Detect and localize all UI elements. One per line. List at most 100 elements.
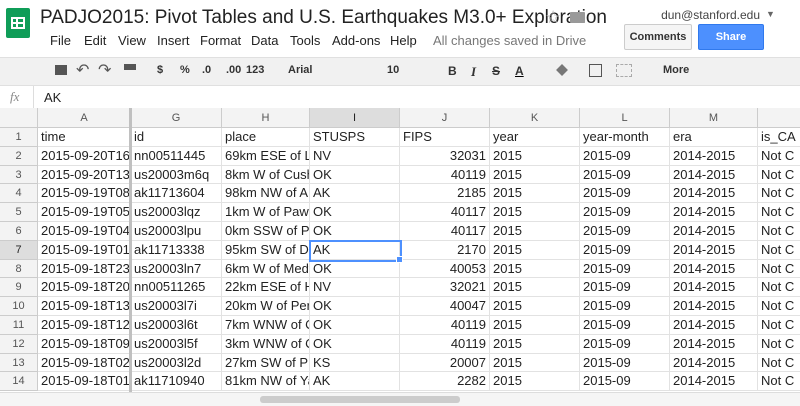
star-icon[interactable]: ☆ — [545, 7, 562, 27]
cell[interactable]: Not C — [758, 354, 800, 373]
selection-handle[interactable] — [396, 255, 403, 263]
cell[interactable]: 6km W of Medfo — [222, 259, 310, 279]
menu-item[interactable]: Help — [390, 33, 417, 48]
cell[interactable]: 2015-09-18T09:1 — [38, 334, 131, 354]
cell[interactable]: 40119 — [400, 334, 490, 354]
row-header[interactable]: 8 — [0, 259, 38, 279]
comments-button[interactable]: Comments — [624, 24, 692, 50]
cell[interactable]: Not C — [758, 260, 800, 279]
cell[interactable]: 2014-2015 — [670, 222, 758, 241]
cell[interactable]: ak11713338 — [131, 240, 222, 260]
cell[interactable]: 2014-2015 — [670, 203, 758, 222]
cell[interactable]: 2014-2015 — [670, 240, 758, 260]
horizontal-scrollbar[interactable] — [0, 392, 800, 406]
cell[interactable]: 2015-09 — [580, 146, 670, 166]
menu-item[interactable]: Edit — [84, 33, 107, 48]
share-button[interactable]: Share — [698, 24, 764, 50]
cell[interactable]: us20003lqz — [131, 203, 222, 222]
cell[interactable]: OK — [310, 316, 400, 335]
cell[interactable]: OK — [310, 203, 400, 222]
cell[interactable]: OK — [310, 222, 400, 241]
cell[interactable]: era — [670, 128, 758, 147]
cell[interactable]: 8km W of Cushir — [222, 165, 310, 185]
folder-icon[interactable] — [570, 12, 585, 23]
cell[interactable]: 40119 — [400, 165, 490, 185]
cell[interactable]: 3km WNW of Cu — [222, 334, 310, 354]
cell[interactable]: 2015 — [490, 146, 580, 166]
cell[interactable]: 2015-09 — [580, 240, 670, 260]
cell[interactable]: 40053 — [400, 259, 490, 279]
column-header[interactable]: K — [490, 108, 580, 128]
cell[interactable]: OK — [310, 297, 400, 316]
cell[interactable]: us20003l5f — [131, 334, 222, 354]
column-header[interactable] — [758, 108, 800, 128]
cell[interactable]: Not C — [758, 184, 800, 204]
cell[interactable]: NV — [310, 146, 400, 166]
cell[interactable]: year-month — [580, 128, 670, 147]
toolbar-item[interactable]: 123 — [246, 64, 265, 76]
cell[interactable]: 40117 — [400, 203, 490, 222]
toolbar-item[interactable]: Arial — [288, 64, 313, 76]
cell[interactable]: Not C — [758, 278, 800, 298]
cell[interactable]: 2015-09 — [580, 278, 670, 298]
row-header[interactable]: 14 — [0, 372, 38, 392]
cell[interactable]: 2170 — [400, 240, 490, 260]
cell[interactable]: 2014-2015 — [670, 372, 758, 392]
toolbar-item[interactable]: B — [448, 64, 457, 78]
cell[interactable]: 2015 — [490, 222, 580, 241]
cell[interactable]: 2014-2015 — [670, 165, 758, 185]
cell[interactable]: 2015-09 — [580, 165, 670, 185]
print-icon[interactable] — [55, 65, 67, 75]
row-header[interactable]: 4 — [0, 184, 38, 204]
cell[interactable]: OK — [310, 259, 400, 279]
cell[interactable]: 2015-09 — [580, 203, 670, 222]
cell[interactable]: Not C — [758, 316, 800, 335]
row-header[interactable]: 12 — [0, 334, 38, 354]
toolbar-item[interactable]: .0 — [202, 64, 212, 76]
cell[interactable]: 40047 — [400, 297, 490, 316]
toolbar-item[interactable]: .00 — [226, 64, 242, 76]
cell[interactable]: 2015 — [490, 278, 580, 298]
cell[interactable]: 2015 — [490, 316, 580, 335]
cell[interactable]: us20003l6t — [131, 316, 222, 335]
cell[interactable]: id — [131, 128, 222, 147]
menu-item[interactable]: Format — [200, 33, 242, 48]
document-title[interactable]: PADJO2015: Pivot Tables and U.S. Earthqu… — [40, 7, 607, 28]
cell[interactable]: OK — [310, 334, 400, 354]
cell[interactable]: 1km W of Pawne — [222, 203, 310, 222]
row-header[interactable]: 3 — [0, 165, 38, 185]
cell[interactable]: 20km W of Perry — [222, 297, 310, 316]
row-header[interactable]: 6 — [0, 222, 38, 241]
cell[interactable]: NV — [310, 278, 400, 298]
column-header[interactable]: L — [580, 108, 670, 128]
cell[interactable]: 2015 — [490, 240, 580, 260]
cell[interactable]: STUSPS — [310, 128, 400, 147]
menu-item[interactable]: View — [118, 33, 146, 48]
cell[interactable]: 2015-09-20T13:0 — [38, 165, 131, 185]
cell[interactable]: 40117 — [400, 222, 490, 241]
user-account[interactable]: dun@stanford.edu — [661, 8, 760, 22]
cell[interactable]: Not C — [758, 297, 800, 316]
cell[interactable]: Not C — [758, 222, 800, 241]
cell[interactable]: 2015-09 — [580, 259, 670, 279]
cell[interactable]: Not C — [758, 241, 800, 260]
merge-icon[interactable] — [616, 64, 632, 77]
toolbar-item[interactable]: I — [471, 64, 477, 79]
cell[interactable]: 2015-09-20T16:5 — [38, 146, 131, 166]
paint-format-icon[interactable] — [124, 64, 136, 70]
cell[interactable]: 2015-09-18T01:0 — [38, 372, 131, 392]
account-caret[interactable]: ▼ — [766, 9, 775, 19]
cell[interactable]: is_CA — [758, 128, 800, 147]
cell[interactable]: 2015-09-18T02:1 — [38, 353, 131, 373]
cell[interactable]: time — [38, 128, 131, 147]
cell[interactable]: 22km ESE of Ha — [222, 278, 310, 298]
cell[interactable]: 2015-09 — [580, 353, 670, 373]
toolbar-item[interactable]: % — [180, 64, 190, 76]
cell[interactable]: 2014-2015 — [670, 278, 758, 298]
cell[interactable]: year — [490, 128, 580, 147]
cell[interactable]: 81km NW of Yak — [222, 372, 310, 392]
row-header[interactable]: 9 — [0, 278, 38, 298]
cell[interactable]: 2014-2015 — [670, 353, 758, 373]
undo-icon[interactable]: ↶ — [76, 62, 90, 79]
cell[interactable]: nn00511445 — [131, 146, 222, 166]
